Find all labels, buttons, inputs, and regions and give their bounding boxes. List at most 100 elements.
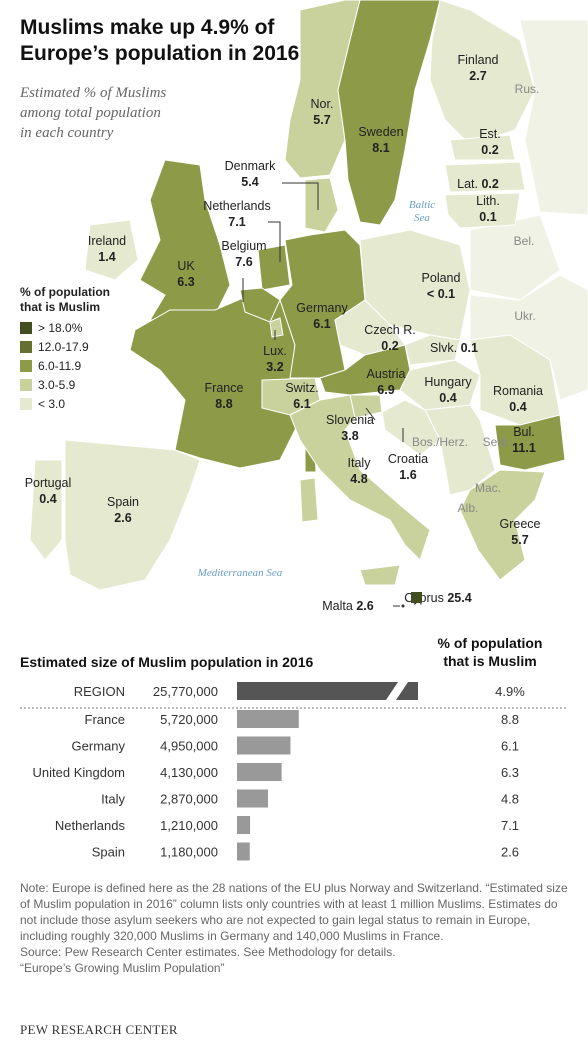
value-label: 4,130,000 [160,765,218,780]
category-label: Spain [92,845,125,860]
land-other [424,404,496,496]
land [269,317,284,338]
country-value: 25.4 [447,591,471,605]
country-value: 8.1 [372,141,389,155]
country-name: Romania [493,384,543,398]
leader-line [282,182,319,210]
country-name: Lith. [476,194,500,208]
region-label: Bel. [514,234,535,248]
legend-title: that is Muslim [20,300,100,314]
legend-swatch [20,360,32,372]
category-label: REGION [74,684,125,699]
country-value: 5.7 [511,533,528,547]
land [449,134,516,161]
country-name: Austria [367,367,406,381]
cyprus-swatch [411,592,422,603]
land [29,459,63,561]
legend-swatch [20,398,32,410]
category-label: United Kingdom [33,765,126,780]
land [299,477,319,523]
land [404,334,461,366]
bar [237,736,291,755]
country-label: Malta 2.6 [322,599,373,613]
leader-lines [20,182,568,709]
bar [237,763,282,781]
country-name: Poland [422,271,461,285]
land [84,219,139,281]
region-label: Rus. [515,82,540,96]
category-label: Italy [101,792,125,807]
region-label: Alb. [458,501,479,515]
sea-label: Sea [414,212,430,224]
region-label: Ukr. [514,309,535,323]
country-value: 0.4 [39,492,56,506]
country-name: Lux. [263,344,287,358]
country-value: 4.8 [350,472,367,486]
legend-swatch [20,322,32,334]
legend-label: > 18.0% [38,321,83,335]
share-label: 6.3 [501,765,519,780]
country-value: 11.1 [512,441,536,455]
country-value: 0.1 [461,341,478,355]
title: Muslims make up 4.9% of [20,16,275,39]
leader-line [268,221,281,262]
share-label: 4.8 [501,792,519,807]
bar [237,816,251,834]
share-header: % of population [438,635,543,651]
country-name: Denmark [225,159,276,173]
country-value: 2.6 [356,599,373,613]
country-name: Spain [107,495,139,509]
country-value: 6.1 [313,317,330,331]
country-value: 0.4 [439,391,456,405]
country-value: 0.4 [509,400,526,414]
value-label: 1,180,000 [160,845,218,860]
country-name: Lat. [457,177,478,191]
sea-label: Mediterranean Sea [197,567,283,579]
sea-label: Baltic [409,199,435,211]
country-name: Switz. [285,381,318,395]
country-value: 7.6 [235,255,252,269]
land [494,414,566,471]
country-name: Croatia [388,452,428,466]
legend-swatch [20,379,32,391]
land [337,0,441,226]
land-other [519,19,588,216]
country-value: 6.3 [177,275,194,289]
share-header: that is Muslim [443,653,536,669]
country-label: Lat. 0.2 [457,177,499,191]
country-value: 3.2 [266,360,283,374]
country-value: 2.7 [469,69,486,83]
land [444,161,526,193]
country-value: 6.1 [293,397,310,411]
country-value: 7.1 [228,215,245,229]
share-label: 4.9% [495,684,525,699]
land [444,192,521,229]
legend-label: 3.0-5.9 [38,378,76,392]
country-value: 0.2 [381,339,398,353]
country-name: Portugal [25,476,72,490]
country-value: 0.1 [479,210,496,224]
country-value: 1.6 [399,468,416,482]
country-name: Sweden [358,125,403,139]
country-name: Est. [479,127,501,141]
country-name: Bul. [513,425,535,439]
map [29,0,588,591]
chart-title: Estimated size of Muslim population in 2… [20,654,313,670]
report-text: “Europe’s Growing Muslim Population” [20,961,225,975]
land [257,244,291,291]
country-name: Slvk. [430,341,457,355]
country-name: Germany [296,301,348,315]
country-value: 8.8 [215,397,232,411]
land [289,394,431,561]
bar-break [396,682,418,700]
country-value: 6.9 [377,383,394,397]
value-label: 4,950,000 [160,739,218,754]
subtitle: Estimated % of Muslims [19,85,166,101]
legend-label: < 3.0 [38,397,65,411]
land [139,159,231,321]
country-value: 1.4 [98,250,115,264]
source-text: Source: Pew Research Center estimates. S… [20,945,396,959]
legend-swatch [20,341,32,353]
country-name: Ireland [88,234,126,248]
